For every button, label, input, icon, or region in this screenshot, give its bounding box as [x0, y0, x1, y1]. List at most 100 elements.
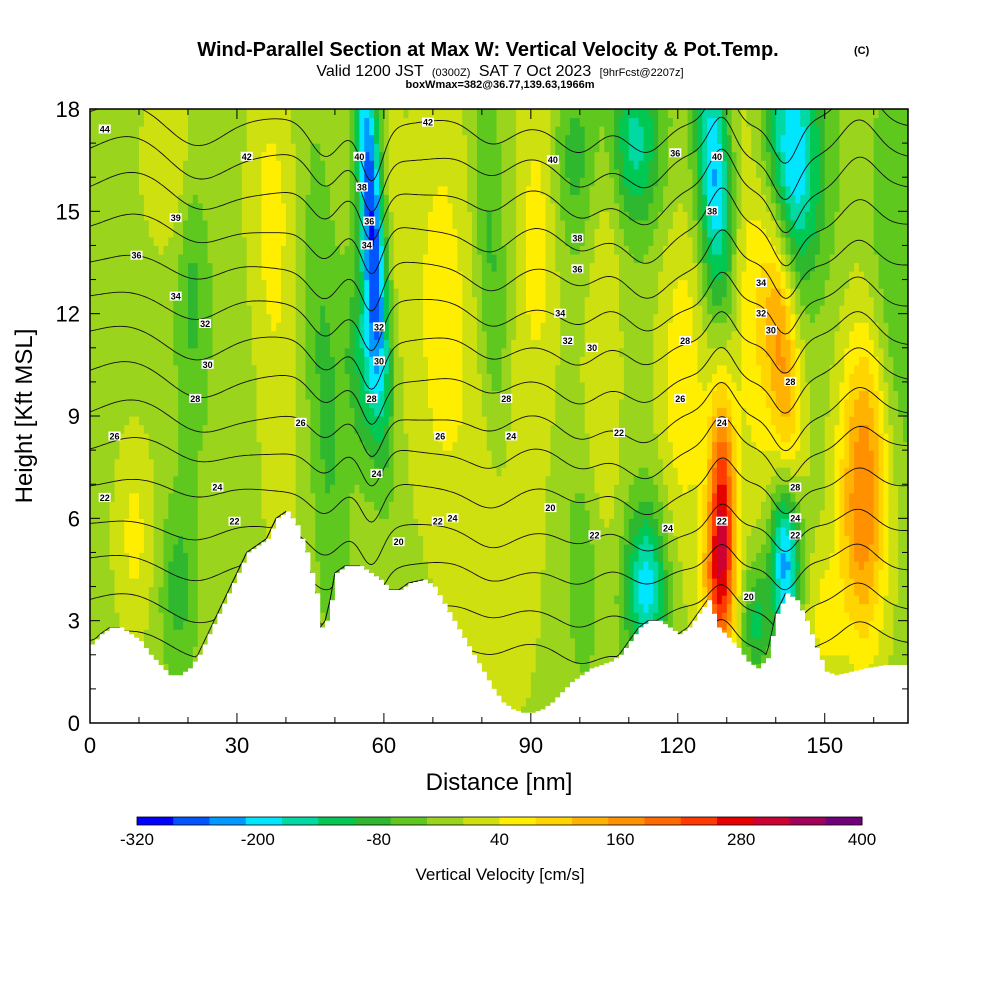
heatmap-cell	[163, 194, 169, 204]
heatmap-cell	[339, 262, 346, 272]
heatmap-cell	[330, 271, 336, 281]
heatmap-cell	[109, 518, 116, 528]
heatmap-cell	[251, 535, 258, 545]
heatmap-cell	[207, 364, 214, 374]
heatmap-cell	[212, 296, 218, 306]
heatmap-cell	[300, 347, 307, 357]
heatmap-cell	[246, 126, 253, 136]
heatmap-cell	[305, 450, 312, 460]
heatmap-cell	[158, 484, 165, 494]
heatmap-cell	[173, 177, 179, 187]
heatmap-cell	[212, 518, 218, 528]
heatmap-cell	[114, 484, 120, 494]
heatmap-cell	[109, 560, 116, 571]
heatmap-cell	[124, 279, 130, 289]
heatmap-cell	[300, 160, 307, 170]
heatmap-cell	[295, 185, 302, 195]
heatmap-cell	[364, 398, 370, 409]
heatmap-cell	[325, 398, 331, 409]
heatmap-cell	[114, 450, 120, 460]
heatmap-cell	[364, 262, 370, 272]
heatmap-cell	[374, 398, 380, 409]
heatmap-cell	[374, 185, 380, 195]
heatmap-cell	[423, 271, 429, 281]
heatmap-cell	[349, 552, 356, 562]
heatmap-cell	[266, 458, 272, 468]
heatmap-cell	[374, 288, 380, 298]
heatmap-cell	[334, 424, 341, 434]
heatmap-cell	[134, 373, 140, 383]
heatmap-cell	[217, 450, 223, 460]
heatmap-cell	[173, 296, 179, 306]
heatmap-cell	[305, 543, 312, 554]
heatmap-cell	[266, 433, 272, 443]
heatmap-cell	[330, 279, 336, 289]
heatmap-cell	[207, 330, 214, 340]
heatmap-cell	[197, 398, 204, 409]
heatmap-cell	[349, 492, 356, 502]
heatmap-cell	[197, 552, 204, 562]
heatmap-cell	[398, 236, 405, 247]
heatmap-cell	[138, 390, 145, 400]
heatmap-cell	[227, 467, 233, 477]
heatmap-cell	[163, 492, 169, 502]
heatmap-cell	[403, 305, 409, 315]
heatmap-cell	[168, 134, 174, 144]
heatmap-cell	[94, 177, 101, 187]
heatmap-cell	[217, 552, 223, 562]
heatmap-cell	[173, 117, 179, 127]
heatmap-cell	[393, 202, 400, 212]
heatmap-cell	[266, 143, 272, 153]
heatmap-cell	[94, 586, 101, 596]
heatmap-cell	[227, 288, 233, 298]
heatmap-cell	[222, 450, 228, 460]
heatmap-cell	[398, 450, 405, 460]
heatmap-cell	[403, 185, 409, 195]
heatmap-cell	[374, 458, 380, 468]
heatmap-cell	[344, 126, 351, 136]
heatmap-cell	[290, 390, 297, 400]
heatmap-cell	[281, 194, 287, 204]
heatmap-cell	[256, 185, 263, 195]
heatmap-cell	[369, 271, 375, 281]
heatmap-cell	[334, 305, 341, 315]
heatmap-cell	[232, 535, 238, 545]
heatmap-cell	[349, 450, 356, 460]
heatmap-cell	[119, 271, 125, 281]
heatmap-cell	[212, 467, 218, 477]
heatmap-cell	[227, 236, 233, 247]
heatmap-cell	[109, 535, 116, 545]
heatmap-cell	[310, 347, 316, 357]
heatmap-cell	[325, 433, 331, 443]
heatmap-cell	[119, 501, 125, 511]
heatmap-cell	[383, 160, 390, 170]
heatmap-cell	[173, 262, 179, 272]
heatmap-cell	[344, 484, 351, 494]
heatmap-cell	[232, 578, 238, 588]
heatmap-cell	[413, 509, 419, 519]
heatmap-cell	[290, 185, 297, 195]
heatmap-cell	[315, 126, 321, 136]
heatmap-cell	[330, 424, 336, 434]
heatmap-cell	[187, 560, 194, 571]
heatmap-cell	[90, 134, 96, 144]
heatmap-cell	[305, 202, 312, 212]
heatmap-cell	[114, 339, 120, 349]
heatmap-cell	[178, 356, 184, 366]
heatmap-cell	[178, 586, 184, 596]
heatmap-cell	[212, 364, 218, 374]
heatmap-cell	[320, 347, 326, 357]
heatmap-cell	[124, 603, 130, 613]
heatmap-cell	[349, 458, 356, 468]
heatmap-cell	[148, 330, 155, 340]
heatmap-cell	[90, 151, 96, 161]
heatmap-cell	[138, 450, 145, 460]
heatmap-cell	[241, 381, 248, 392]
heatmap-cell	[246, 322, 253, 332]
heatmap-cell	[413, 194, 419, 204]
heatmap-cell	[251, 441, 258, 451]
heatmap-cell	[256, 219, 263, 229]
heatmap-cell	[90, 296, 96, 306]
heatmap-cell	[354, 262, 360, 272]
heatmap-cell	[305, 305, 312, 315]
